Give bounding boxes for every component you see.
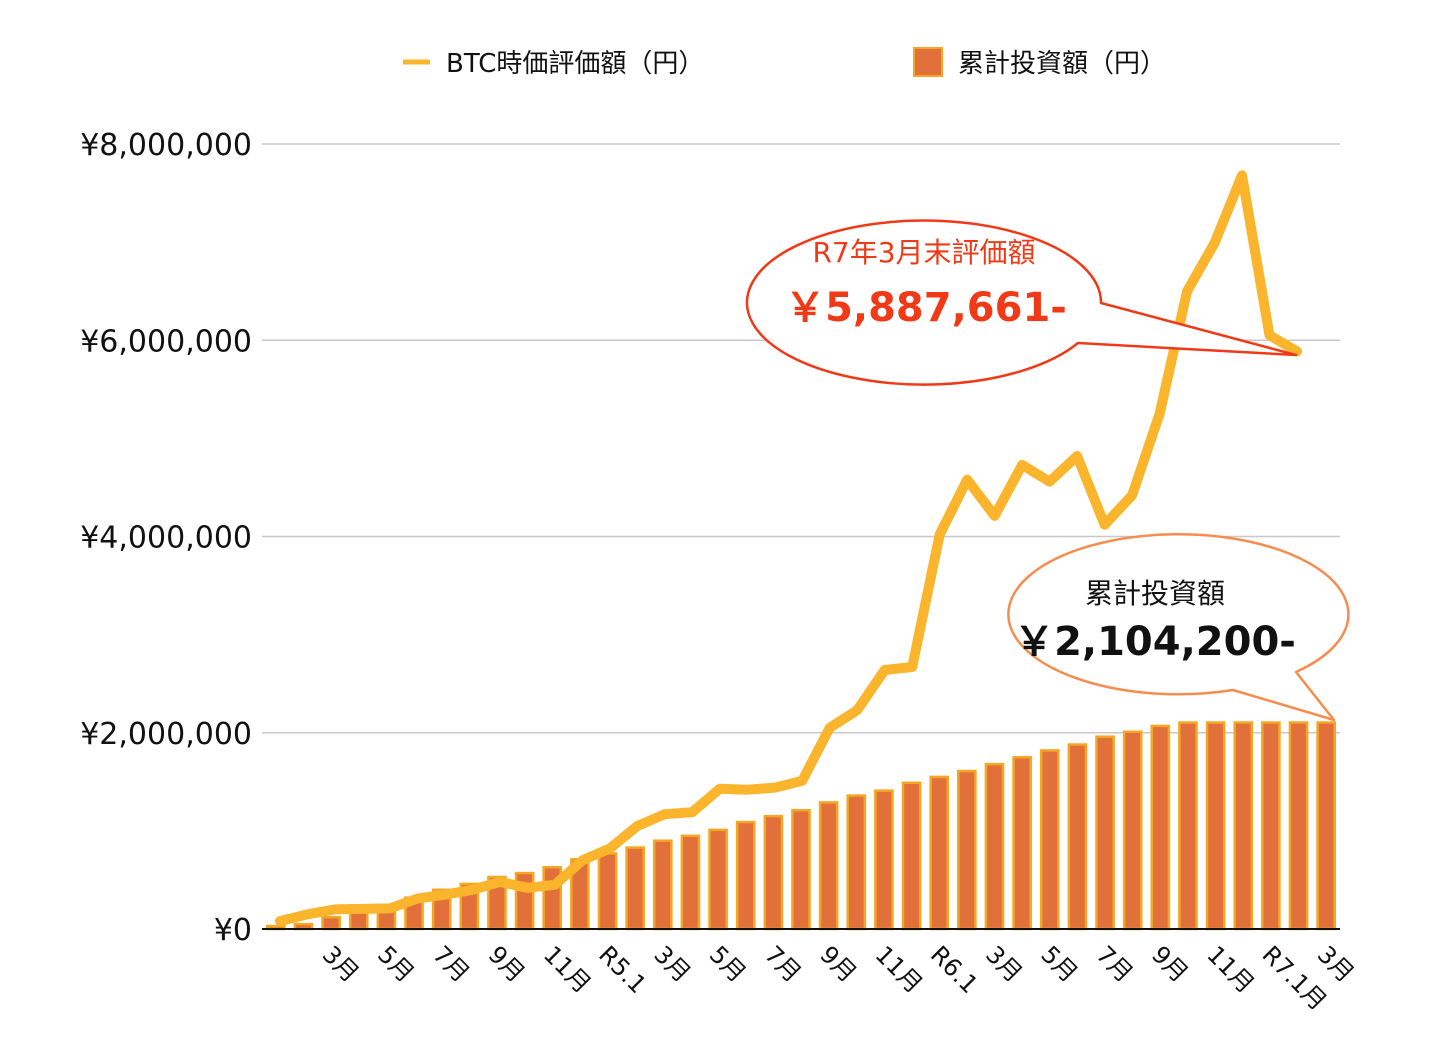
x-tick-label: 7月 <box>1091 940 1139 988</box>
x-tick-label: 11月 <box>538 940 596 998</box>
valuation-callout-value: ￥5,887,661- <box>785 285 1067 331</box>
bar <box>1205 721 1226 931</box>
line-series <box>275 170 1302 927</box>
bar <box>1067 743 1088 931</box>
bar <box>735 820 756 931</box>
valuation-callout-bubble <box>745 219 1298 386</box>
x-tick-label: 9月 <box>1146 940 1194 988</box>
bar <box>874 789 894 931</box>
bar <box>597 852 618 931</box>
x-tick-label: 9月 <box>483 940 531 988</box>
bar <box>708 828 728 931</box>
investment-callout-title: 累計投資額 <box>1085 577 1225 610</box>
bar-series <box>266 721 1336 931</box>
legend: BTC時価評価額（円） 累計投資額（円） <box>403 47 1166 79</box>
y-tick-label: ¥2,000,000 <box>80 717 252 752</box>
investment-callout: 累計投資額 ￥2,104,200- <box>1007 533 1350 722</box>
y-tick-label: ¥8,000,000 <box>80 128 252 163</box>
legend-label-invest: 累計投資額（円） <box>958 49 1166 79</box>
bar <box>1150 724 1171 931</box>
legend-label-btc: BTC時価評価額（円） <box>446 49 704 79</box>
y-tick-label: ¥6,000,000 <box>80 324 252 359</box>
bar <box>1039 749 1060 931</box>
x-tick-label: R6.1 <box>925 940 984 999</box>
valuation-callout: R7年3月末評価額 ￥5,887,661- <box>745 219 1298 386</box>
y-axis-ticks: ¥0 ¥2,000,000 ¥4,000,000 ¥6,000,000 ¥8,000,0… <box>80 128 252 948</box>
x-tick-label: 7月 <box>427 940 475 988</box>
x-tick-label: 3月 <box>317 940 365 988</box>
bar <box>929 775 950 931</box>
y-tick-label: ¥0 <box>214 913 252 948</box>
x-tick-label: 5月 <box>372 940 420 988</box>
investment-callout-value: ￥2,104,200- <box>1014 619 1296 665</box>
x-tick-label: 9月 <box>814 940 862 988</box>
bar <box>957 769 977 931</box>
bar <box>1316 721 1336 931</box>
btc-value-line <box>275 170 1302 927</box>
y-tick-label: ¥4,000,000 <box>80 521 252 556</box>
x-tick-label: 3月 <box>980 940 1028 988</box>
bar <box>763 814 784 931</box>
bar <box>791 809 811 931</box>
x-tick-label: 11月 <box>1201 940 1259 998</box>
x-tick-label: 11月 <box>870 940 928 998</box>
bar <box>846 794 867 931</box>
bar <box>1288 721 1309 931</box>
bar <box>818 801 839 931</box>
bar <box>680 834 701 931</box>
x-tick-label: 5月 <box>1036 940 1084 988</box>
bar <box>1178 721 1198 931</box>
bar <box>1012 756 1032 931</box>
x-tick-label: 5月 <box>704 940 752 988</box>
bar <box>1095 735 1115 931</box>
investment-callout-bubble <box>1007 533 1350 722</box>
legend-bar-swatch <box>913 47 943 77</box>
bar <box>901 781 922 931</box>
bar <box>625 846 645 931</box>
x-tick-label: 7月 <box>759 940 807 988</box>
x-tick-label: 3月 <box>1312 940 1360 988</box>
x-tick-label: 3月 <box>649 940 697 988</box>
bar <box>652 839 673 931</box>
bar <box>1233 721 1254 931</box>
bar <box>321 915 341 931</box>
bar <box>984 762 1005 931</box>
bar <box>1122 730 1143 931</box>
bar <box>1261 721 1281 931</box>
valuation-callout-title: R7年3月末評価額 <box>812 236 1035 269</box>
x-tick-label: R5.1 <box>593 940 652 999</box>
